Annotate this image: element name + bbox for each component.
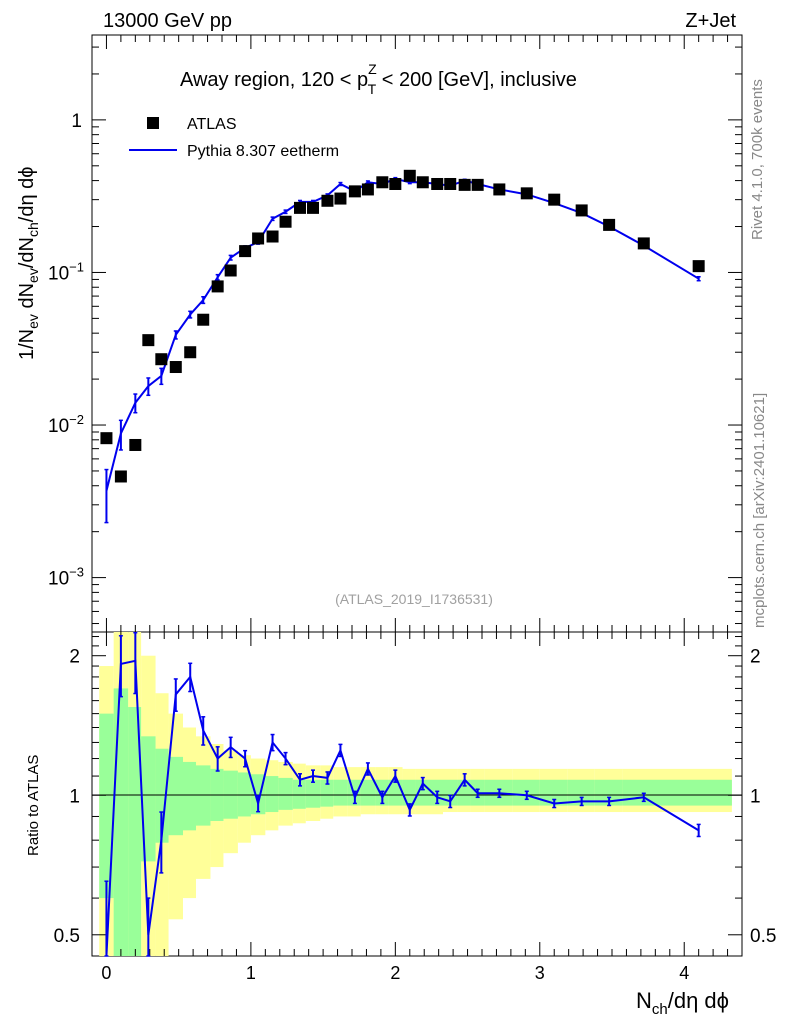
data-point xyxy=(114,470,127,483)
data-point xyxy=(155,353,168,366)
x-tick-label: 1 xyxy=(246,963,256,983)
y-ratio-tick-label-right: 0.5 xyxy=(750,926,776,947)
legend-data-label: ATLAS xyxy=(187,116,237,133)
legend-data-marker xyxy=(147,117,159,129)
data-point xyxy=(416,176,429,189)
data-point xyxy=(239,245,252,258)
band-stat-bin xyxy=(237,772,251,817)
data-point xyxy=(321,194,334,207)
data-point xyxy=(548,193,561,206)
band-stat-bin xyxy=(443,779,458,806)
plot-title: Away region, 120 < pZ T < 200 [GeV], incl… xyxy=(180,61,577,97)
data-point xyxy=(361,183,374,196)
data-point xyxy=(129,438,142,451)
data-point xyxy=(279,215,292,228)
band-stat-bin xyxy=(168,756,183,836)
data-point xyxy=(575,204,588,217)
data-point xyxy=(184,346,197,359)
y-ratio-tick-label: 0.5 xyxy=(54,926,80,947)
x-tick-label: 4 xyxy=(679,963,689,983)
y-ratio-tick-label: 1 xyxy=(69,786,80,807)
data-point xyxy=(197,313,210,326)
y-main-tick-label: 10−2 xyxy=(48,412,84,437)
data-point xyxy=(431,177,444,190)
x-tick-label: 3 xyxy=(535,963,545,983)
data-point xyxy=(224,264,237,277)
band-stat-bin xyxy=(265,776,279,813)
data-point xyxy=(142,334,155,347)
data-point xyxy=(444,177,457,190)
data-point xyxy=(603,218,616,231)
data-point xyxy=(376,176,389,189)
data-point xyxy=(334,192,347,205)
chart-marks xyxy=(100,169,705,957)
header-right: Z+Jet xyxy=(685,10,736,32)
band-stat-bin xyxy=(360,779,376,806)
data-point xyxy=(458,178,471,191)
data-point xyxy=(493,183,506,196)
band-stat-bin xyxy=(141,736,156,862)
band-stat-bin xyxy=(320,779,334,807)
band-stat-bin xyxy=(183,761,196,831)
analysis-watermark: (ATLAS_2019_I1736531) xyxy=(335,591,493,607)
x-axis-label: Nch/dη dϕ xyxy=(636,988,729,1018)
data-point xyxy=(403,169,416,182)
data-point xyxy=(294,201,306,214)
side-label-rivet: Rivet 4.1.0, 700k events xyxy=(749,79,766,240)
y-main-tick-label: 10−1 xyxy=(48,259,84,284)
y-main-tick-label: 10−3 xyxy=(48,565,84,590)
band-stat-bin xyxy=(305,779,321,808)
band-stat-bin xyxy=(292,779,306,809)
band-stat-bin xyxy=(278,777,293,810)
y-axis-label-ratio: Ratio to ATLAS xyxy=(25,755,42,856)
axis-ticks: 0 1 2 3 4 1 10−1 10−2 10−3 2 2 1 1 0.5 0.5 xyxy=(48,35,776,983)
data-point xyxy=(307,201,319,214)
side-label-mcplots: mcplots.cern.ch [arXiv:2401.10621] xyxy=(751,393,768,628)
y-ratio-tick-label-right: 1 xyxy=(750,786,761,807)
y-axis-label-main: 1/Nev dNev/dNch/dη dϕ xyxy=(16,167,41,360)
band-stat-bin xyxy=(333,779,348,806)
ratio-uncertainty-bands xyxy=(99,632,732,956)
ratio-panel-frame xyxy=(91,631,743,957)
band-stat-bin xyxy=(128,707,142,956)
data-point xyxy=(389,177,402,190)
band-stat-bin xyxy=(664,779,732,806)
data-point xyxy=(211,280,224,293)
data-point xyxy=(169,361,182,374)
data-point xyxy=(100,432,113,445)
x-tick-label: 2 xyxy=(390,963,400,983)
x-tick-label: 0 xyxy=(101,963,111,983)
data-point xyxy=(266,230,279,243)
data-point xyxy=(520,187,533,200)
band-stat-bin xyxy=(155,748,169,843)
legend-mc-label: Pythia 8.307 eetherm xyxy=(187,143,339,160)
y-main-tick-label: 1 xyxy=(71,111,82,132)
band-stat-bin xyxy=(99,713,114,899)
data-point xyxy=(471,178,484,191)
y-ratio-tick-label-right: 2 xyxy=(750,647,761,668)
data-point xyxy=(637,237,650,250)
data-point xyxy=(252,232,265,245)
band-stat-bin xyxy=(113,688,129,956)
header-left: 13000 GeV pp xyxy=(103,10,232,32)
data-point xyxy=(348,185,361,198)
data-point xyxy=(692,260,705,273)
y-ratio-tick-label: 2 xyxy=(69,647,80,668)
